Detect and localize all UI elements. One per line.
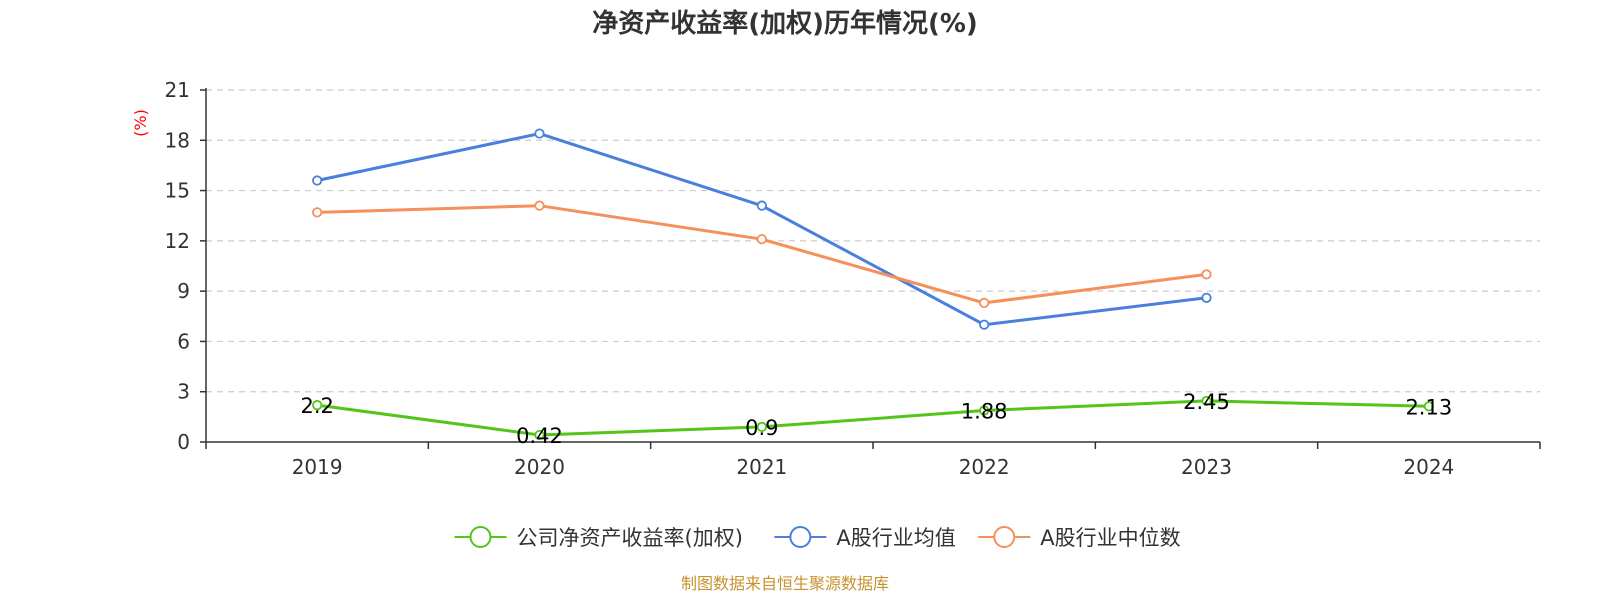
y-tick-label: 9: [177, 279, 190, 303]
data-point: [756, 200, 767, 211]
x-tick-label: 2020: [514, 455, 565, 479]
data-point: [1201, 395, 1212, 407]
series-lines: [312, 128, 1434, 441]
data-point: [312, 207, 323, 218]
series-line-0: [317, 399, 1429, 437]
legend-label: A股行业均值: [836, 526, 955, 550]
data-point: [312, 175, 323, 186]
data-point: [312, 400, 323, 411]
y-tick-label: 18: [165, 128, 190, 152]
gridlines: [206, 89, 1540, 393]
legend-item: A股行业均值: [774, 526, 956, 550]
data-label: 2.45: [1183, 390, 1230, 414]
data-point: [756, 421, 767, 433]
chart-title: 净资产收益率(加权)历年情况(%): [592, 8, 978, 39]
legend-item: A股行业中位数: [978, 526, 1181, 550]
legend-label: 公司净资产收益率(加权): [517, 526, 743, 550]
y-tick-label: 0: [177, 430, 190, 454]
legend-marker: [789, 526, 812, 548]
data-label: 0.9: [745, 416, 778, 440]
y-axis-label: (%): [131, 109, 150, 137]
x-tick-label: 2024: [1403, 455, 1454, 479]
x-tick-label: 2022: [959, 455, 1010, 479]
legend-marker: [469, 526, 492, 548]
data-point: [1423, 401, 1434, 412]
data-point: [1201, 269, 1212, 280]
legend-item: 公司净资产收益率(加权): [454, 526, 743, 550]
series-line-1: [316, 132, 1207, 327]
y-tick-label: 6: [177, 329, 190, 353]
x-tick-label: 2023: [1181, 455, 1232, 479]
series-line-2: [317, 204, 1207, 305]
x-tick-label: 2019: [292, 455, 343, 479]
data-point: [979, 405, 990, 416]
data-labels: 2.2 0.42 0.9 1.88 2.45 2.13: [300, 390, 1452, 448]
data-label: 0.42: [516, 424, 563, 448]
y-tick-label: 21: [165, 78, 190, 102]
data-label: 1.88: [961, 399, 1008, 423]
legend-marker: [993, 526, 1016, 548]
data-point: [756, 234, 767, 245]
legend-label: A股行业中位数: [1040, 526, 1180, 550]
source-note: 制图数据来自恒生聚源数据库: [681, 574, 889, 593]
y-tick-label: 3: [177, 380, 190, 404]
data-point: [979, 297, 990, 308]
x-tick-label: 2021: [736, 455, 787, 479]
data-point: [534, 200, 545, 211]
axes: 0 3 6 9 12 15 18 21 2019 2020 2021 2022 2023 2024: [165, 78, 1541, 479]
y-tick-label: 12: [165, 229, 190, 253]
data-label: 2.13: [1405, 395, 1452, 419]
data-point: [1201, 292, 1212, 303]
y-tick-label: 15: [165, 179, 190, 203]
data-point: [979, 319, 990, 330]
data-point: [534, 128, 545, 139]
data-label: 2.2: [300, 394, 333, 418]
data-point: [534, 429, 545, 441]
legend: 公司净资产收益率(加权) A股行业均值 A股行业中位数: [454, 526, 1181, 550]
